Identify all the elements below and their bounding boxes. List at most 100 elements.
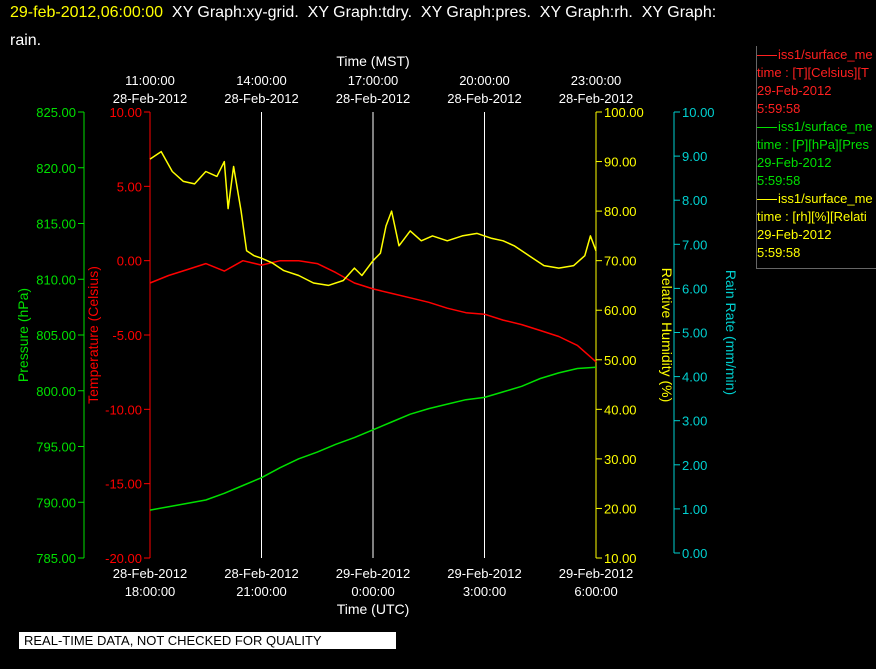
bottom-tick-time-2: 0:00:00 [351, 584, 394, 599]
rain-tick-label-5: 5.00 [682, 326, 707, 341]
top-axis-label: Time (MST) [336, 53, 409, 69]
pressure-tick-label-2: 795.00 [36, 440, 76, 455]
rain-tick-label-3: 3.00 [682, 414, 707, 429]
bottom-tick-time-4: 6:00:00 [574, 584, 617, 599]
temperature-tick-label-3: -5.00 [112, 328, 142, 343]
legend-time-text: 5:59:58 [757, 101, 801, 116]
legend-time: 5:59:58 [757, 100, 876, 118]
bottom-tick-date-1: 28-Feb-2012 [224, 566, 298, 581]
rain-tick-label-10: 10.00 [682, 105, 715, 120]
top-tick-time-1: 14:00:00 [236, 73, 287, 88]
rain-axis-label: Rain Rate (mm/min) [723, 270, 739, 395]
pressure-tick-label-5: 810.00 [36, 272, 76, 287]
bottom-tick-time-3: 3:00:00 [463, 584, 506, 599]
temperature-series-line [149, 259, 597, 363]
rain-tick-label-6: 6.00 [682, 281, 707, 296]
pressure-tick-label-7: 820.00 [36, 161, 76, 176]
top-tick-time-2: 17:00:00 [348, 73, 399, 88]
title-line-2: rain. [10, 32, 42, 49]
humidity-tick-label-8: 90.00 [604, 155, 637, 170]
legend-time: 5:59:58 [757, 244, 876, 262]
title-datetime: 29-feb-2012,06:00:00 [10, 4, 164, 21]
rain-tick-label-7: 7.00 [682, 237, 707, 252]
bottom-tick-date-4: 29-Feb-2012 [559, 566, 633, 581]
humidity-tick-label-5: 60.00 [604, 303, 637, 318]
legend-time: 5:59:58 [757, 172, 876, 190]
legend-label-text: time : [T][Celsius][T [757, 65, 869, 80]
legend-time-text: 5:59:58 [757, 245, 801, 260]
legend-label-text: time : [P][hPa][Pres [757, 137, 869, 152]
legend-time-text: 5:59:58 [757, 173, 801, 188]
top-tick-time-4: 23:00:00 [571, 73, 622, 88]
legend-line-label: iss1/surface_me [757, 46, 876, 64]
pressure-tick-label-6: 815.00 [36, 217, 76, 232]
humidity-tick-label-9: 100.00 [604, 105, 644, 120]
humidity-axis-label: Relative Humidity (%) [659, 268, 675, 403]
temperature-tick-label-4: 0.00 [117, 254, 142, 269]
humidity-tick-label-7: 80.00 [604, 204, 637, 219]
humidity-tick-label-4: 50.00 [604, 353, 637, 368]
legend-line-label: iss1/surface_me [757, 190, 876, 208]
legend-date-text: 29-Feb-2012 [757, 155, 832, 170]
humidity-tick-label-6: 70.00 [604, 254, 637, 269]
top-tick-date-0: 28-Feb-2012 [113, 91, 187, 106]
pressure-tick-label-1: 790.00 [36, 495, 76, 510]
legend-line-label-text: iss1/surface_me [778, 119, 873, 134]
legend-date-text: 29-Feb-2012 [757, 83, 832, 98]
title-line-1: 29-feb-2012,06:00:00 XY Graph:xy-grid. X… [10, 4, 716, 22]
top-tick-time-3: 20:00:00 [459, 73, 510, 88]
rain-tick-label-1: 1.00 [682, 502, 707, 517]
temperature-axis-label: Temperature (Celsius) [85, 266, 101, 404]
legend-label: time : [P][hPa][Pres [757, 136, 876, 154]
rain-tick-label-4: 4.00 [682, 370, 707, 385]
legend-line-label: iss1/surface_me [757, 118, 876, 136]
legend-line-label-text: iss1/surface_me [778, 191, 873, 206]
temperature-tick-label-5: 5.00 [117, 179, 142, 194]
humidity-tick-label-3: 40.00 [604, 402, 637, 417]
pressure-tick-label-8: 825.00 [36, 105, 76, 120]
legend-label: time : [rh][%][Relati [757, 208, 876, 226]
rain-tick-label-0: 0.00 [682, 546, 707, 561]
legend-label: time : [T][Celsius][T [757, 64, 876, 82]
title-graphs: XY Graph:xy-grid. XY Graph:tdry. XY Grap… [163, 4, 717, 21]
humidity-tick-label-2: 30.00 [604, 452, 637, 467]
bottom-tick-date-3: 29-Feb-2012 [447, 566, 521, 581]
top-tick-date-4: 28-Feb-2012 [559, 91, 633, 106]
top-tick-date-3: 28-Feb-2012 [447, 91, 521, 106]
temperature-tick-label-0: -20.00 [105, 551, 142, 566]
quality-warning: REAL-TIME DATA, NOT CHECKED FOR QUALITY [19, 632, 396, 649]
rain-tick-label-2: 2.00 [682, 458, 707, 473]
temperature-tick-label-6: 10.00 [109, 105, 142, 120]
legend-date-text: 29-Feb-2012 [757, 227, 832, 242]
humidity-series-line [149, 150, 597, 287]
legend-label-text: time : [rh][%][Relati [757, 209, 867, 224]
pressure-tick-label-4: 805.00 [36, 328, 76, 343]
rain-tick-label-8: 8.00 [682, 193, 707, 208]
bottom-tick-date-0: 28-Feb-2012 [113, 566, 187, 581]
legend-date: 29-Feb-2012 [757, 154, 876, 172]
legend: iss1/surface_me time : [T][Celsius][T 29-F… [756, 46, 876, 269]
top-tick-time-0: 11:00:00 [125, 73, 175, 88]
bottom-tick-date-2: 29-Feb-2012 [336, 566, 410, 581]
humidity-tick-label-1: 20.00 [604, 501, 637, 516]
bottom-axis-label: Time (UTC) [337, 601, 410, 617]
bottom-tick-time-1: 21:00:00 [236, 584, 287, 599]
pressure-tick-label-3: 800.00 [36, 384, 76, 399]
rain-tick-label-9: 9.00 [682, 149, 707, 164]
top-tick-date-1: 28-Feb-2012 [224, 91, 298, 106]
legend-date: 29-Feb-2012 [757, 226, 876, 244]
legend-swatch [757, 127, 777, 129]
legend-swatch [757, 199, 777, 201]
pressure-tick-label-0: 785.00 [36, 551, 76, 566]
legend-date: 29-Feb-2012 [757, 82, 876, 100]
humidity-tick-label-0: 10.00 [604, 551, 637, 566]
pressure-series-line [149, 366, 597, 511]
legend-swatch [757, 55, 777, 57]
top-tick-date-2: 28-Feb-2012 [336, 91, 410, 106]
temperature-tick-label-2: -10.00 [105, 402, 142, 417]
legend-line-label-text: iss1/surface_me [778, 47, 873, 62]
